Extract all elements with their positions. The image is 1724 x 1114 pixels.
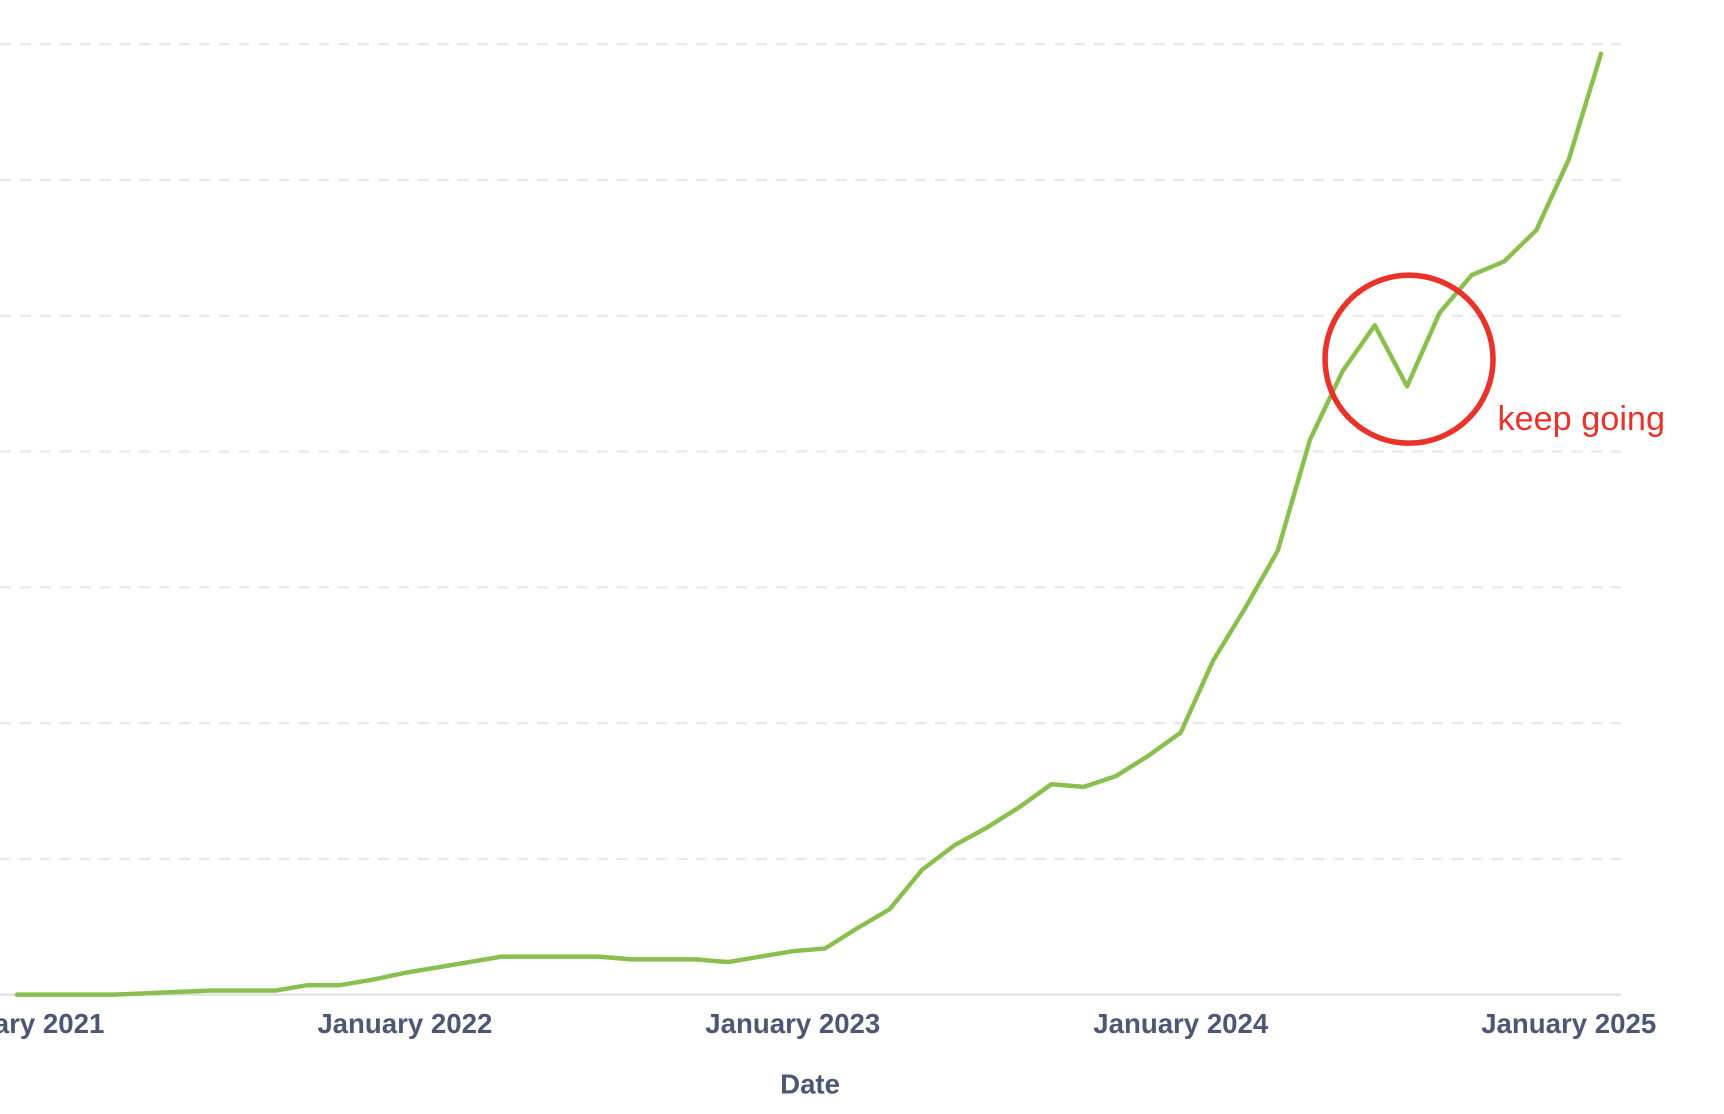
x-tick-label: January 2021 <box>0 1008 104 1039</box>
line <box>14 51 1604 997</box>
annotation: keep going <box>1497 400 1665 438</box>
annotation-circle <box>1322 272 1496 446</box>
x-tick-label: January 2025 <box>1481 1008 1656 1039</box>
x-axis-title: Date <box>780 1069 840 1100</box>
x-tick-label: January 2022 <box>317 1008 492 1039</box>
x-tick-label: January 2024 <box>1093 1008 1269 1039</box>
x-tick-label: January 2023 <box>705 1008 880 1039</box>
